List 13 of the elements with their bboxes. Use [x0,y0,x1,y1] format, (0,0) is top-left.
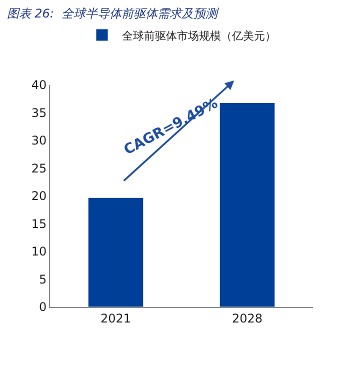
legend-label: 全球前驱体市场规模（亿美元） [122,29,276,42]
y-tick-label: 20 [31,189,47,204]
y-tick-label: 30 [31,134,47,148]
chart-title: 图表 26: 全球半导体前驱体需求及预测 [6,6,220,21]
x-tick-label: 2021 [100,311,132,326]
x-tick-label: 2028 [232,311,263,326]
y-tick-label: 35 [31,106,47,120]
y-tick-label: 10 [31,244,47,259]
y-tick-label: 0 [38,300,47,314]
y-tick-label: 5 [38,272,47,286]
y-tick-label: 40 [31,78,47,92]
y-tick-label: 15 [31,216,47,231]
y-tick-label: 25 [31,161,47,176]
